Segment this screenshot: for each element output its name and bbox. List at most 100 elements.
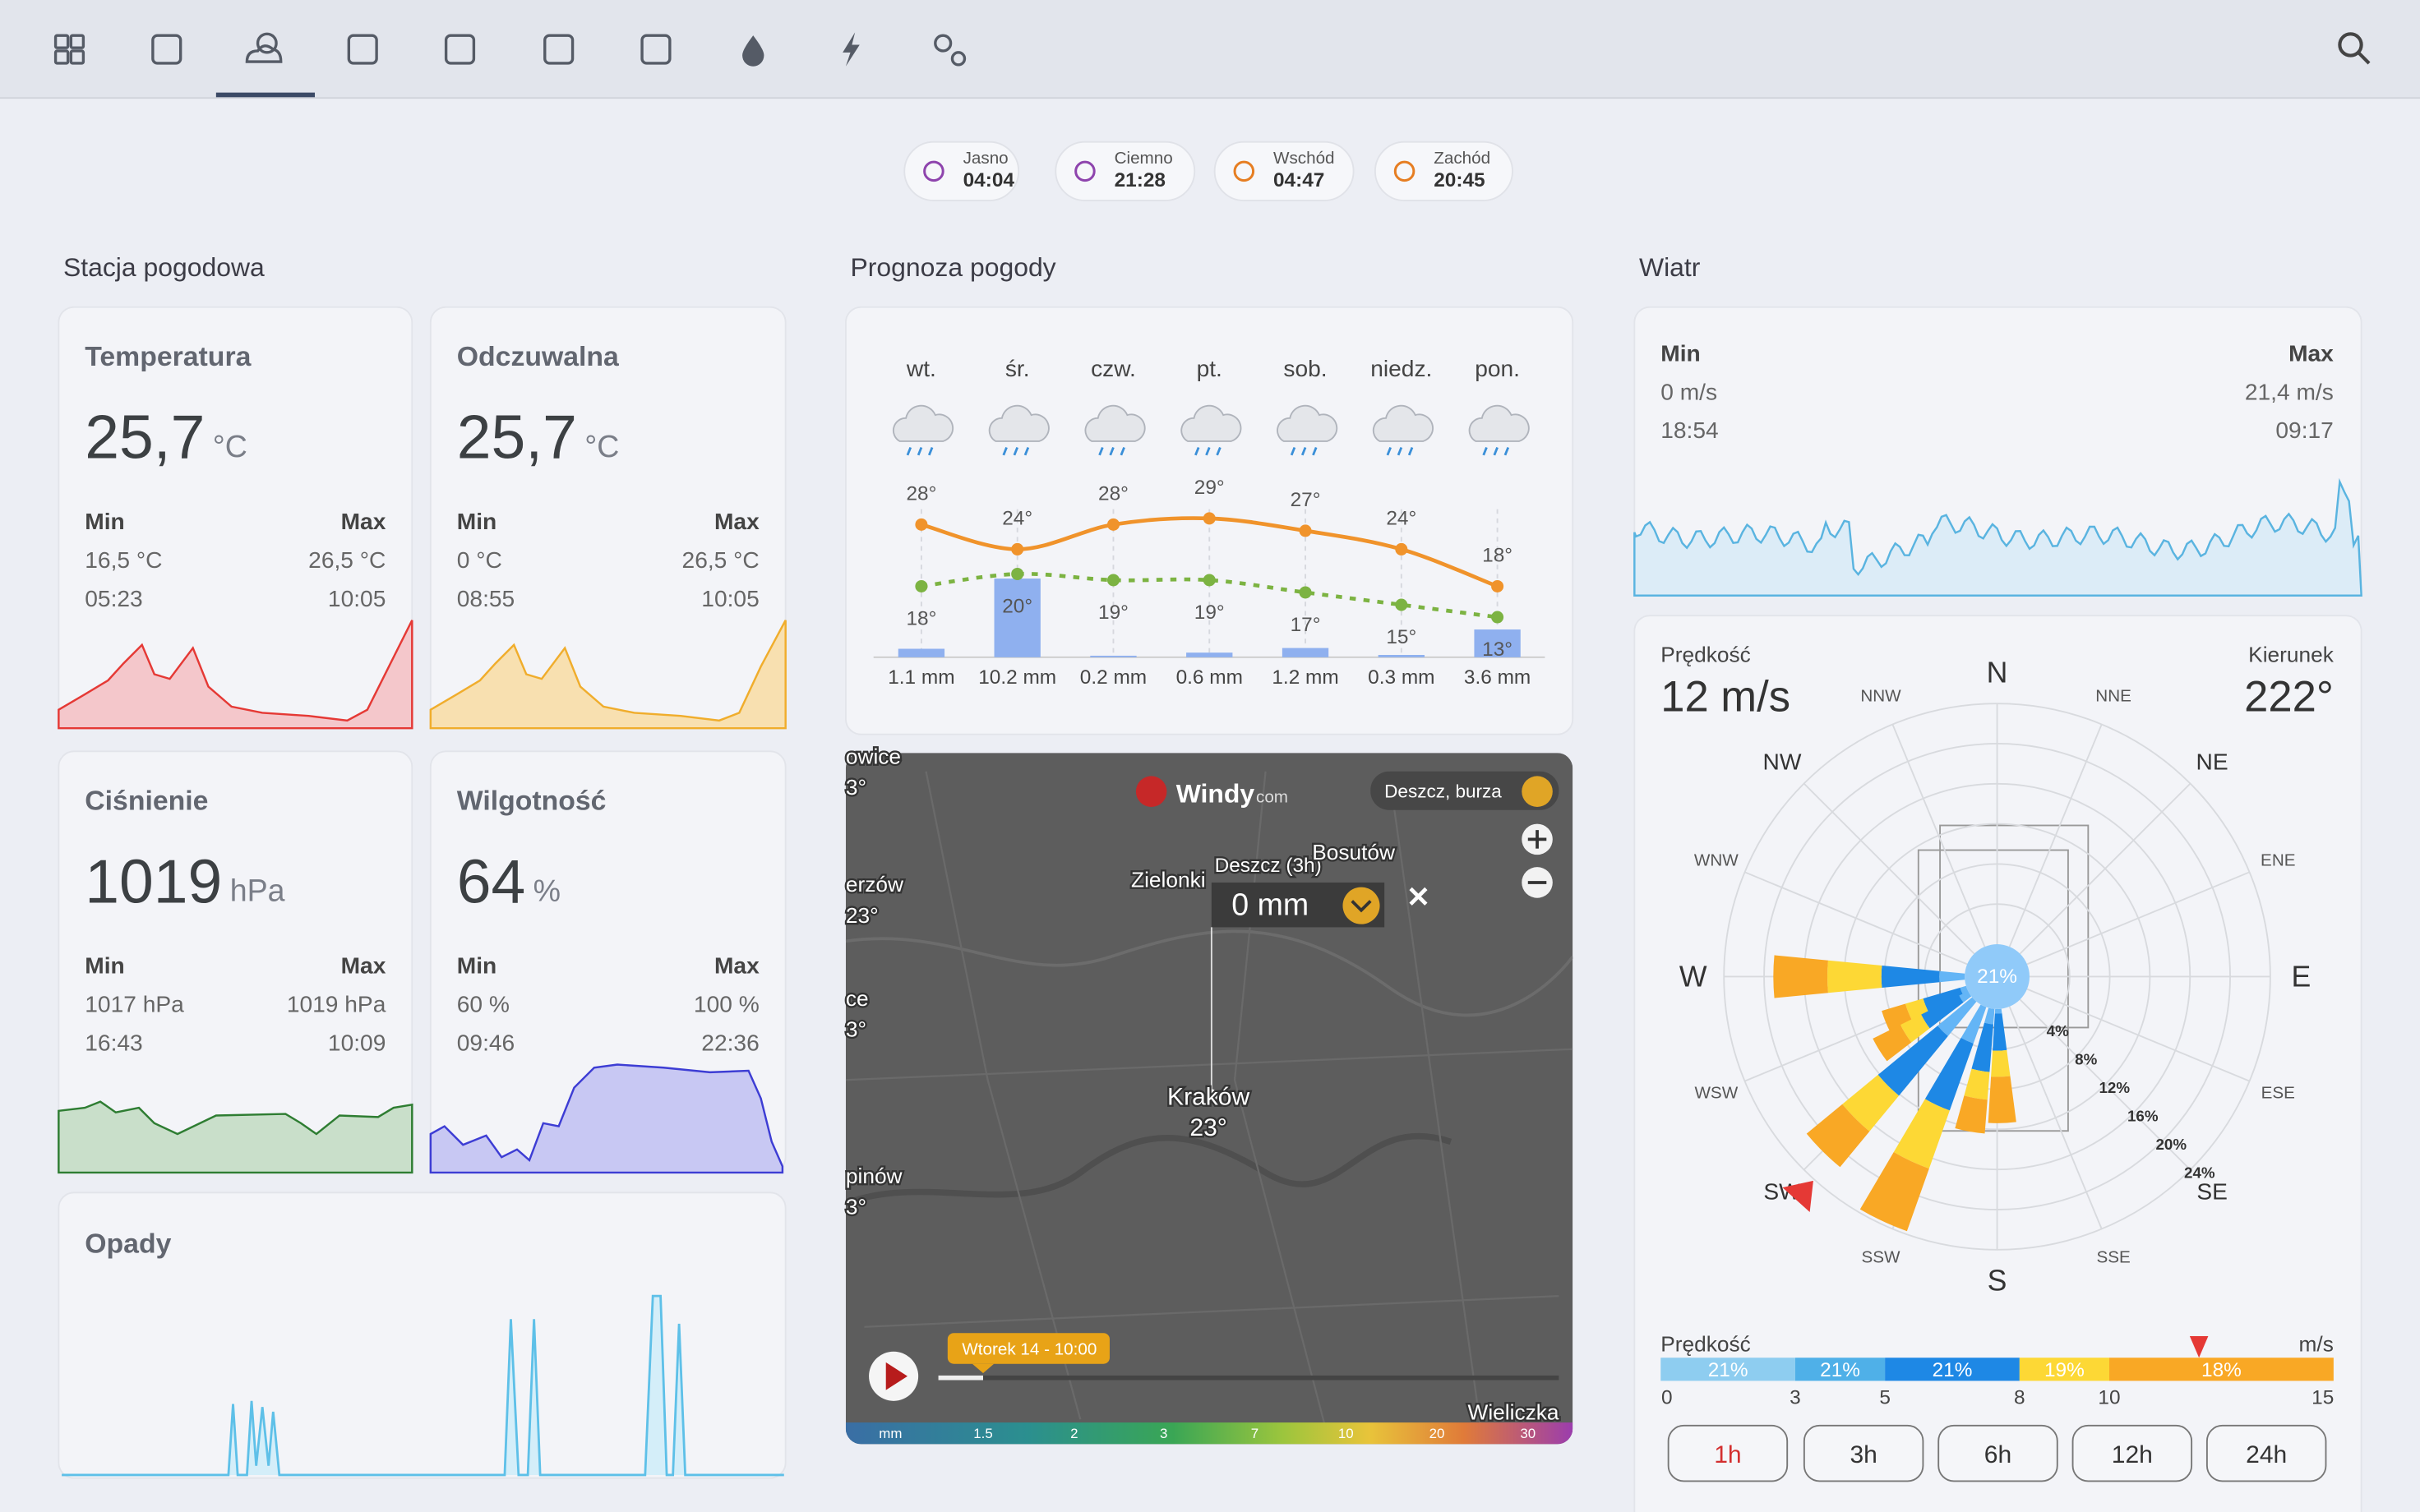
layer-pill[interactable] <box>1370 771 1559 810</box>
active-tab-indicator <box>215 92 316 98</box>
petal <box>1893 1099 1950 1169</box>
nav-tab[interactable] <box>347 34 378 65</box>
rain-drop <box>1397 446 1403 456</box>
min-time: 18:54 <box>1660 417 1718 443</box>
nav-tab[interactable] <box>843 32 860 67</box>
petal <box>1991 1049 2011 1077</box>
legend-segment <box>1660 1358 1795 1381</box>
nav-tab[interactable] <box>444 34 476 65</box>
nav-tab[interactable] <box>151 34 182 65</box>
nav-tab[interactable] <box>934 34 967 67</box>
compass-label: SE <box>2196 1179 2228 1205</box>
min-label: Min <box>457 509 496 534</box>
sparkline <box>429 620 787 730</box>
decoration <box>845 1132 1452 1206</box>
petal <box>1994 1008 2002 1014</box>
min-label: Min <box>1660 340 1700 366</box>
max-time: 09:17 <box>2275 417 2333 443</box>
decoration <box>845 1422 1573 1445</box>
decoration <box>845 929 1573 1017</box>
place-name: erzów <box>846 872 904 897</box>
max-time: 10:05 <box>328 586 386 611</box>
period-button[interactable]: 3h <box>1803 1424 1924 1482</box>
zoom-button[interactable] <box>1522 823 1553 855</box>
petal <box>1937 997 1977 1036</box>
sun-pill <box>1213 141 1355 202</box>
compass-label: NNW <box>1860 686 1901 705</box>
card-value: 1019 <box>85 846 222 915</box>
spoke <box>2019 998 2191 1171</box>
cloud <box>1180 404 1242 442</box>
calm-label: 21% <box>1977 966 2017 988</box>
chevron <box>1351 900 1372 913</box>
sun-time: 04:04 <box>963 169 1015 191</box>
section-title: Stacja pogodowa <box>63 252 265 282</box>
max-time: 10:09 <box>328 1030 386 1056</box>
precip-label: 0.3 mm <box>1368 666 1434 689</box>
low-label: 20° <box>1002 595 1032 617</box>
ring-label: 12% <box>2099 1079 2130 1096</box>
max-label: Max <box>341 509 386 534</box>
period-button[interactable]: 6h <box>1937 1424 2058 1482</box>
period-button[interactable]: 12h <box>2071 1424 2193 1482</box>
petal <box>1939 970 1965 983</box>
compass-label: NE <box>2196 749 2228 774</box>
high-label: 28° <box>1098 482 1129 505</box>
period-button[interactable]: 24h <box>2205 1424 2327 1482</box>
search-button[interactable] <box>2338 32 2371 65</box>
icon <box>640 34 672 65</box>
petal <box>1984 1007 1995 1025</box>
place-name: Kraków <box>1167 1083 1249 1110</box>
sun-pill <box>1055 141 1196 202</box>
petal <box>1923 987 1963 1012</box>
speed-label: Prędkość <box>1660 642 1751 666</box>
ring-label: 4% <box>2047 1022 2069 1040</box>
weather-icon <box>1084 404 1146 456</box>
nav-bar <box>0 0 2420 98</box>
close-button[interactable] <box>1409 887 1428 906</box>
popup-toggle[interactable] <box>1342 887 1380 924</box>
zoom-button[interactable] <box>1522 867 1553 898</box>
petal <box>1842 1074 1900 1132</box>
petal <box>1971 1022 1993 1072</box>
nav-tab[interactable] <box>543 34 575 65</box>
spoke <box>2008 724 2103 947</box>
compass-label: W <box>1679 960 1707 993</box>
icon <box>69 49 85 65</box>
precip-label: 0.2 mm <box>1080 666 1147 689</box>
petal <box>1859 1152 1929 1232</box>
button-frame <box>2071 1424 2193 1482</box>
nav-tab[interactable] <box>245 32 283 63</box>
high-label: 28° <box>906 482 936 505</box>
scale-label: 20 <box>1429 1426 1445 1441</box>
day-label: sob. <box>1283 356 1327 381</box>
nav-tab[interactable] <box>742 35 764 67</box>
place-temp: 23° <box>1189 1114 1226 1141</box>
high-label: 27° <box>1291 489 1321 511</box>
petal <box>1960 1004 1987 1044</box>
day-label: pon. <box>1475 356 1520 381</box>
decoration <box>2357 51 2371 65</box>
day-label: pt. <box>1197 356 1222 381</box>
sun-pill <box>903 141 1020 202</box>
day-label: śr. <box>1005 356 1030 381</box>
min-value: 1017 hPa <box>85 992 184 1017</box>
sparkline <box>58 1100 413 1174</box>
rain-drop <box>1098 446 1104 456</box>
legend-segment <box>2108 1358 2334 1381</box>
nav-tab[interactable] <box>640 34 672 65</box>
rain-drop <box>1482 446 1488 456</box>
precip-bar <box>1090 655 1137 657</box>
legend-tick: 5 <box>1879 1387 1891 1409</box>
icon <box>245 44 283 63</box>
compass-label: WNW <box>1694 850 1739 869</box>
direction-marker <box>1782 1180 1813 1213</box>
period-button[interactable]: 1h <box>1667 1424 1789 1482</box>
icon <box>934 34 953 53</box>
rain-drop <box>1386 446 1392 456</box>
place-name: owice <box>846 744 901 768</box>
place-temp: 3° <box>846 775 866 800</box>
scale-label: 3 <box>1160 1426 1167 1441</box>
high-label: 18° <box>1482 544 1512 566</box>
nav-tab[interactable] <box>53 34 85 65</box>
